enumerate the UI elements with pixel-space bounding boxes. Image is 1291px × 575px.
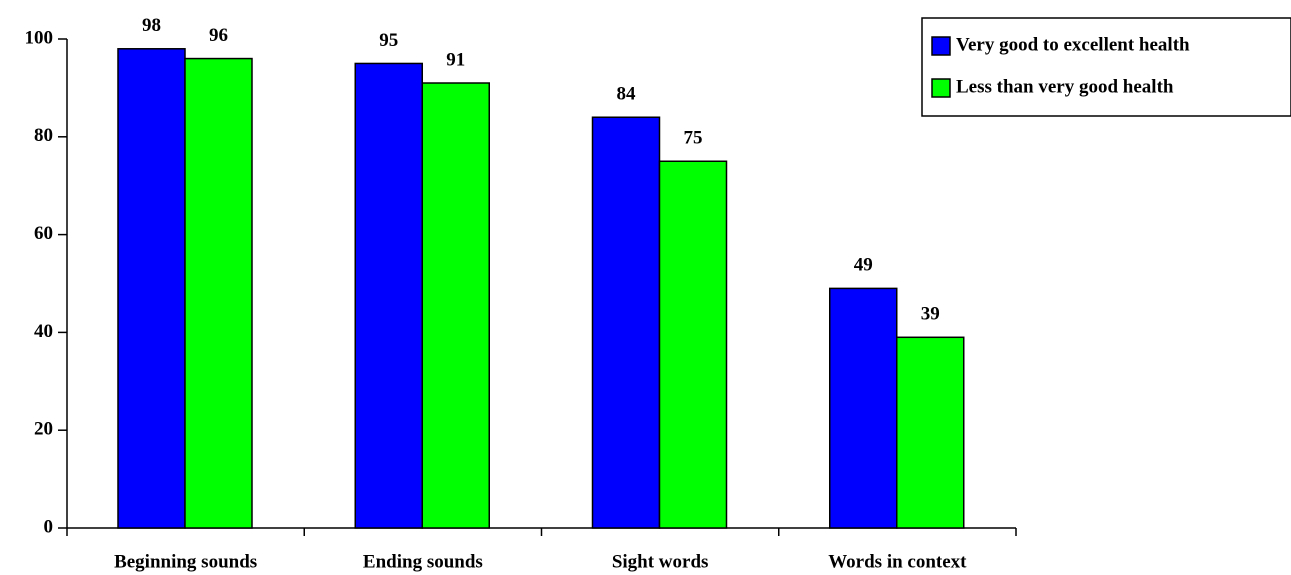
data-label: 49 (854, 255, 873, 276)
bar (896, 336, 965, 529)
bar (591, 116, 661, 529)
legend-label: Less than very good health (956, 76, 1174, 97)
bar (829, 287, 898, 529)
y-tick-label: 20 (34, 419, 53, 440)
y-tick-label: 80 (34, 125, 53, 146)
y-tick-label: 60 (34, 223, 53, 244)
bar (421, 82, 490, 529)
data-label: 91 (446, 49, 465, 70)
x-tick-label: Words in context (828, 551, 967, 572)
data-label: 75 (684, 128, 703, 149)
data-label: 95 (379, 30, 398, 51)
x-tick-label: Sight words (612, 551, 709, 572)
x-tick-label: Ending sounds (363, 551, 483, 572)
bar (184, 57, 253, 529)
legend-label: Very good to excellent health (956, 34, 1190, 55)
data-label: 39 (921, 304, 940, 325)
y-tick-label: 40 (34, 321, 53, 342)
legend-swatch (931, 36, 951, 56)
bar (658, 160, 728, 529)
legend-box (921, 17, 1291, 117)
bar (117, 48, 186, 529)
data-label: 96 (209, 25, 228, 46)
y-tick-label: 100 (25, 27, 54, 48)
y-tick-label: 0 (44, 516, 54, 537)
data-label: 84 (617, 84, 637, 105)
bar (354, 62, 423, 529)
x-tick-label: Beginning sounds (114, 551, 257, 572)
legend-swatch (931, 78, 951, 98)
data-label: 98 (142, 15, 161, 36)
